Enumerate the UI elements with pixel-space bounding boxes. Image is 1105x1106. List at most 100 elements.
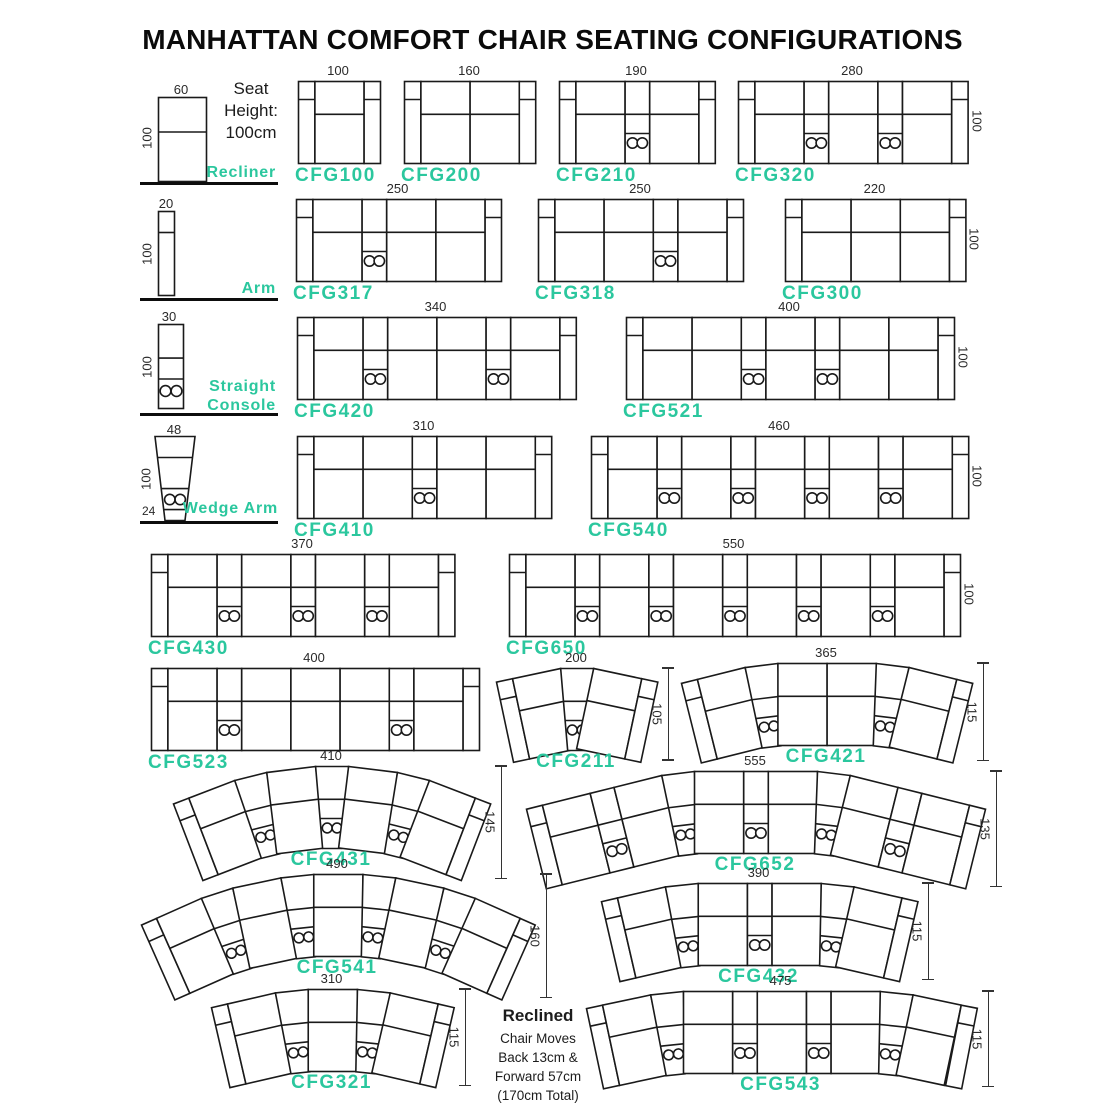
console-unit bbox=[746, 882, 773, 967]
console-unit bbox=[574, 553, 601, 638]
seat-unit bbox=[888, 666, 958, 760]
console-unit bbox=[742, 770, 770, 855]
arm-unit bbox=[484, 198, 503, 283]
config-cfg100: 100 CFG100 bbox=[295, 63, 382, 186]
dim-tick bbox=[539, 873, 552, 875]
seat-unit bbox=[680, 435, 732, 520]
config-cfg320: 280 CFG320 100 bbox=[735, 63, 984, 186]
config-label: CFG318 bbox=[535, 283, 616, 304]
seat-unit bbox=[469, 80, 521, 165]
seat-unit bbox=[777, 662, 828, 747]
height-dimension: 115 bbox=[969, 1028, 985, 1050]
console-unit bbox=[721, 553, 749, 638]
config-label: CFG652 bbox=[714, 854, 796, 875]
config-label: CFG431 bbox=[290, 849, 372, 870]
seat-unit bbox=[697, 882, 749, 967]
arm-unit bbox=[559, 316, 578, 401]
arm-unit bbox=[462, 667, 481, 752]
height-dimension: 160 bbox=[527, 924, 543, 947]
console-unit bbox=[648, 553, 675, 638]
legend-recliner: 60 100 Recliner bbox=[140, 82, 278, 186]
arm-unit bbox=[296, 435, 315, 520]
seat-unit bbox=[231, 877, 299, 970]
arm-unit bbox=[150, 667, 169, 752]
dim-tick bbox=[662, 667, 675, 669]
arm-unit bbox=[948, 804, 987, 890]
config-cfg200: 160 CFG200 bbox=[401, 63, 537, 186]
config-cfg421: 365 CFG421 115 bbox=[680, 645, 990, 767]
seat-unit bbox=[771, 882, 823, 967]
dim-tick bbox=[977, 662, 990, 664]
sofa-plan-drawing bbox=[296, 316, 578, 401]
seat-unit bbox=[754, 435, 806, 520]
height-dimension: 115 bbox=[964, 701, 980, 723]
width-dimension: 460 bbox=[768, 418, 790, 433]
config-label: CFG430 bbox=[148, 638, 229, 659]
config-cfg432: 390 CFG432 115 bbox=[600, 865, 935, 987]
arm-unit bbox=[534, 435, 553, 520]
seat-unit bbox=[642, 316, 693, 401]
seat-unit bbox=[436, 435, 487, 520]
console-unit bbox=[877, 786, 923, 874]
height-dimension: 115 bbox=[909, 920, 925, 942]
sofa-plan-drawing bbox=[295, 198, 503, 283]
seat-unit bbox=[828, 435, 880, 520]
console-unit bbox=[731, 990, 759, 1075]
seat-unit bbox=[385, 198, 437, 283]
width-dimension: 220 bbox=[863, 181, 886, 196]
height-dimension: 100 bbox=[969, 465, 985, 487]
seat-unit bbox=[240, 553, 292, 638]
legend-wedge-arm-label: Wedge Arm bbox=[182, 500, 278, 517]
legend-divider bbox=[140, 182, 278, 185]
recliner-width-dim: 60 bbox=[173, 82, 189, 97]
wedge-unit bbox=[279, 873, 317, 960]
sofa-plan-drawing bbox=[296, 435, 553, 520]
seat-unit bbox=[901, 80, 953, 165]
arm-unit bbox=[558, 80, 577, 165]
seat-unit bbox=[598, 553, 650, 638]
legend-straight-console: 30 100 Straight Console bbox=[140, 309, 278, 416]
arm-unit bbox=[944, 1004, 979, 1090]
seat-unit bbox=[511, 667, 579, 760]
config-cfg300: 220 CFG300 100 bbox=[782, 181, 982, 304]
legend-label-line: Console bbox=[207, 397, 276, 414]
recliner-depth-dim: 100 bbox=[139, 127, 155, 149]
config-label: CFG210 bbox=[556, 165, 637, 186]
console-unit bbox=[216, 553, 243, 638]
seat-unit bbox=[313, 435, 364, 520]
arm-unit bbox=[737, 80, 756, 165]
seat-unit bbox=[850, 198, 902, 283]
width-dimension: 200 bbox=[565, 650, 587, 665]
seat-unit bbox=[388, 553, 440, 638]
arm-unit bbox=[943, 553, 962, 638]
sofa-plan-drawing bbox=[737, 80, 969, 165]
seat-unit bbox=[693, 770, 745, 855]
height-dimension-line bbox=[990, 770, 1003, 888]
seat-unit bbox=[899, 198, 951, 283]
console-unit bbox=[363, 553, 391, 638]
width-dimension: 370 bbox=[291, 536, 313, 551]
width-dimension: 410 bbox=[320, 748, 342, 763]
config-cfg523: 400 CFG523 bbox=[148, 650, 481, 773]
seat-unit bbox=[902, 435, 954, 520]
height-dimension-line bbox=[662, 667, 675, 761]
seat-unit bbox=[677, 198, 728, 283]
reclined-note-line: Back 13cm & bbox=[498, 1050, 578, 1065]
config-label: CFG410 bbox=[294, 520, 375, 541]
seat-unit bbox=[648, 80, 700, 165]
arm-width-dim: 20 bbox=[158, 196, 174, 211]
config-label: CFG432 bbox=[718, 966, 799, 987]
seat-unit bbox=[413, 667, 464, 752]
height-dimension-line bbox=[495, 765, 508, 880]
seat-unit bbox=[672, 553, 724, 638]
seat-unit bbox=[313, 316, 364, 401]
arm-unit bbox=[882, 897, 919, 983]
seat-unit bbox=[575, 667, 643, 760]
console-unit bbox=[740, 316, 767, 401]
width-dimension: 475 bbox=[769, 973, 792, 988]
seat-unit bbox=[767, 770, 819, 855]
config-cfg210: 190 CFG210 bbox=[556, 63, 717, 186]
width-dimension: 310 bbox=[320, 971, 343, 986]
seat-unit bbox=[314, 553, 366, 638]
seat-unit bbox=[339, 667, 391, 752]
